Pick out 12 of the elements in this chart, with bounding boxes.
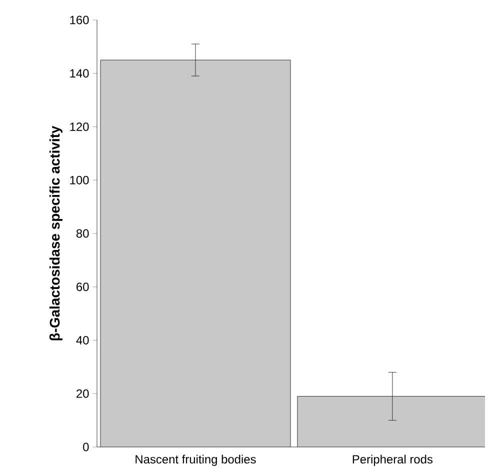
x-tick-label: Nascent fruiting bodies bbox=[136, 454, 256, 466]
y-tick-label: 0 bbox=[83, 442, 89, 452]
y-axis-title: β-Galactosidase specific activity bbox=[49, 126, 62, 340]
y-tick-label: 80 bbox=[76, 229, 89, 238]
x-tick-label: Peripheral rods bbox=[352, 454, 433, 466]
y-tick-label: 20 bbox=[76, 389, 89, 398]
y-tick-label: 140 bbox=[70, 69, 89, 78]
y-tick-label: 100 bbox=[70, 176, 89, 184]
y-tick-label: 40 bbox=[76, 336, 89, 344]
y-tick-label: 60 bbox=[76, 282, 89, 292]
y-tick-label: 120 bbox=[70, 122, 89, 131]
y-tick-label: 160 bbox=[70, 16, 89, 24]
